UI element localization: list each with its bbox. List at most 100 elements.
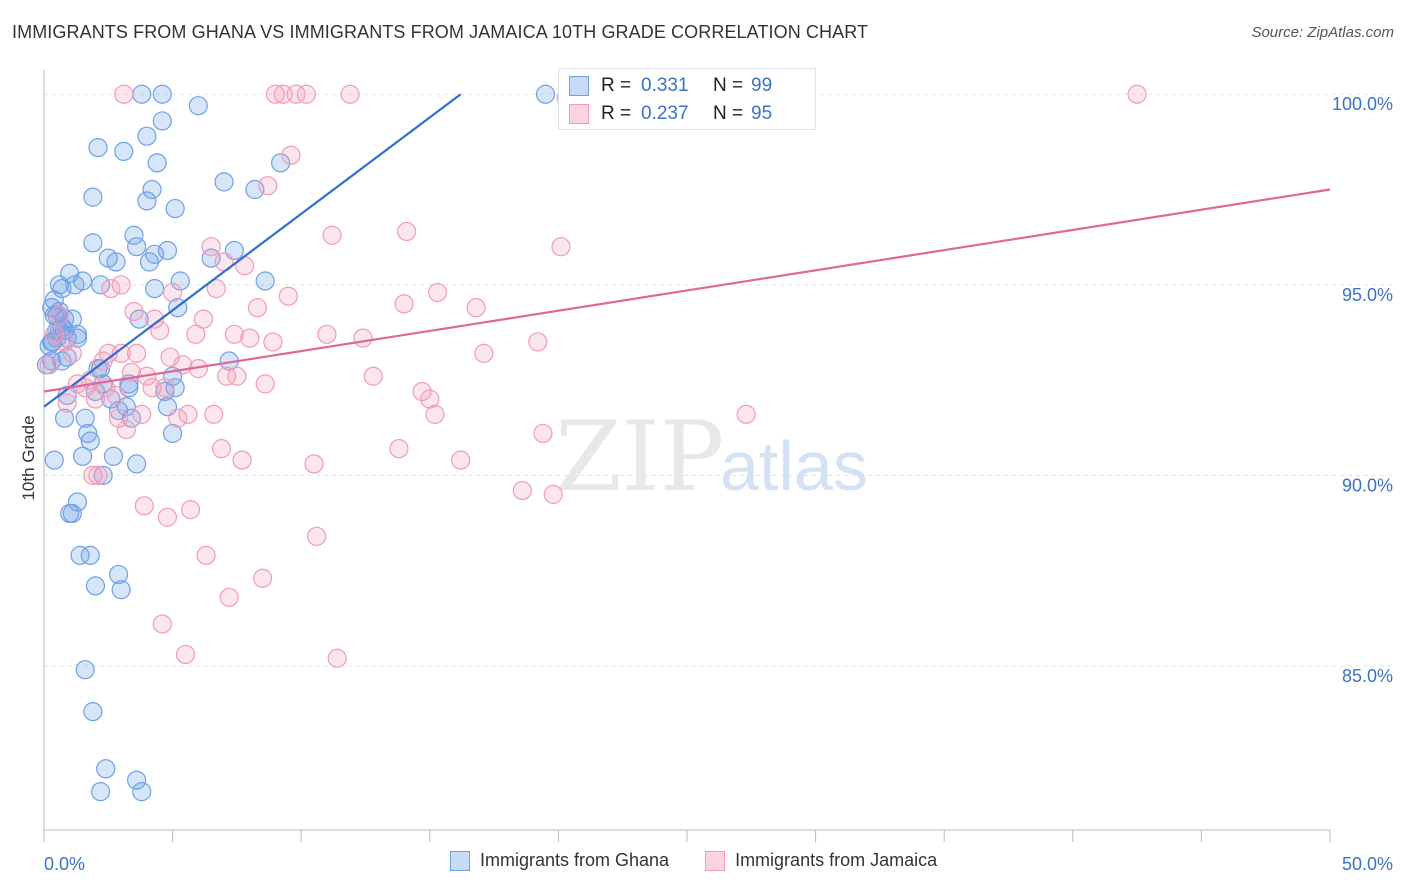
point-jamaica <box>88 465 108 485</box>
point-ghana <box>170 271 190 291</box>
legend-item-jamaica[interactable]: Immigrants from Jamaica <box>705 850 937 871</box>
point-ghana <box>101 389 121 409</box>
r-label: R = <box>601 75 632 96</box>
n-value: 99 <box>751 75 773 96</box>
point-jamaica <box>427 282 448 303</box>
point-jamaica <box>512 480 532 501</box>
legend-item-ghana[interactable]: Immigrants from Ghana <box>450 850 669 871</box>
point-jamaica <box>286 84 306 104</box>
point-jamaica <box>1127 84 1147 104</box>
point-jamaica <box>134 496 154 516</box>
point-jamaica <box>181 500 201 520</box>
point-ghana <box>52 351 72 371</box>
point-jamaica <box>307 526 327 546</box>
point-ghana <box>144 244 165 264</box>
point-jamaica <box>253 568 273 588</box>
y-tick-label: 95.0% <box>1342 285 1393 305</box>
legend-label-jamaica: Immigrants from Jamaica <box>735 850 938 870</box>
point-jamaica <box>397 221 417 242</box>
point-ghana <box>165 198 185 219</box>
point-jamaica <box>528 332 548 352</box>
axis-labels: 85.0% 90.0% 95.0% 100.0% 0.0% 50.0% 10th Grade <box>19 94 1393 874</box>
point-ghana <box>90 275 111 295</box>
point-ghana <box>52 279 72 299</box>
point-ghana <box>108 564 129 585</box>
point-ghana <box>75 408 95 428</box>
point-ghana <box>214 172 234 192</box>
point-ghana <box>144 279 165 299</box>
axes <box>43 70 1331 842</box>
point-ghana <box>83 702 103 722</box>
point-jamaica <box>155 378 175 398</box>
legend-swatch-jamaica <box>705 850 726 871</box>
point-jamaica <box>211 439 232 459</box>
point-ghana <box>271 153 291 173</box>
point-jamaica <box>394 294 414 314</box>
point-ghana <box>75 660 95 680</box>
point-jamaica <box>227 366 247 386</box>
point-jamaica <box>265 84 286 104</box>
point-jamaica <box>281 145 301 165</box>
point-ghana <box>106 252 126 272</box>
point-ghana <box>78 423 98 444</box>
point-jamaica <box>106 385 126 405</box>
point-jamaica <box>217 366 237 386</box>
trend-line-ghana <box>43 93 462 408</box>
point-jamaica <box>232 450 252 470</box>
r-value: 0.237 <box>641 103 689 124</box>
n-value: 95 <box>751 103 773 124</box>
point-jamaica <box>108 408 129 428</box>
point-ghana <box>103 446 124 466</box>
source-label: Source: ZipAtlas.com <box>1251 24 1394 41</box>
point-ghana <box>535 84 556 104</box>
y-axis-label: 10th Grade <box>19 415 38 500</box>
point-ghana <box>157 240 178 261</box>
point-jamaica <box>296 84 316 104</box>
point-ghana <box>67 492 88 512</box>
point-ghana <box>245 179 265 200</box>
point-ghana <box>72 271 93 291</box>
point-ghana <box>67 328 88 348</box>
point-ghana <box>88 137 108 158</box>
point-ghana <box>72 446 93 466</box>
point-jamaica <box>57 393 77 413</box>
point-jamaica <box>420 389 440 409</box>
point-jamaica <box>353 328 373 348</box>
point-jamaica <box>425 404 445 424</box>
point-ghana <box>96 759 116 779</box>
point-ghana <box>90 782 111 802</box>
point-jamaica <box>201 237 221 257</box>
watermark-atlas: atlas <box>720 427 868 505</box>
point-ghana <box>132 84 152 104</box>
point-ghana <box>126 454 147 474</box>
point-ghana <box>201 248 221 268</box>
point-ghana <box>152 111 172 131</box>
point-jamaica <box>49 305 70 325</box>
point-ghana <box>57 347 77 367</box>
point-ghana <box>85 576 106 596</box>
stats-row-ghana: R = 0.331 N = 99 <box>569 75 772 97</box>
point-ghana <box>70 545 90 565</box>
point-ghana <box>188 96 208 116</box>
point-jamaica <box>412 381 432 402</box>
r-value: 0.331 <box>641 75 689 96</box>
r-label: R = <box>601 103 632 124</box>
point-jamaica <box>186 324 206 344</box>
point-ghana <box>147 153 167 173</box>
point-jamaica <box>533 423 553 444</box>
point-jamaica <box>451 450 471 470</box>
point-jamaica <box>263 332 283 352</box>
point-jamaica <box>83 465 103 485</box>
point-jamaica <box>206 279 226 299</box>
point-ghana <box>137 191 157 211</box>
point-ghana <box>52 317 72 337</box>
point-jamaica <box>466 298 486 318</box>
point-jamaica <box>168 408 188 428</box>
point-jamaica <box>304 454 324 474</box>
point-ghana <box>43 332 63 352</box>
legend-label-ghana: Immigrants from Ghana <box>480 850 670 870</box>
point-jamaica <box>124 301 144 322</box>
legend-swatch-ghana <box>450 850 470 871</box>
point-jamaica <box>116 420 136 440</box>
